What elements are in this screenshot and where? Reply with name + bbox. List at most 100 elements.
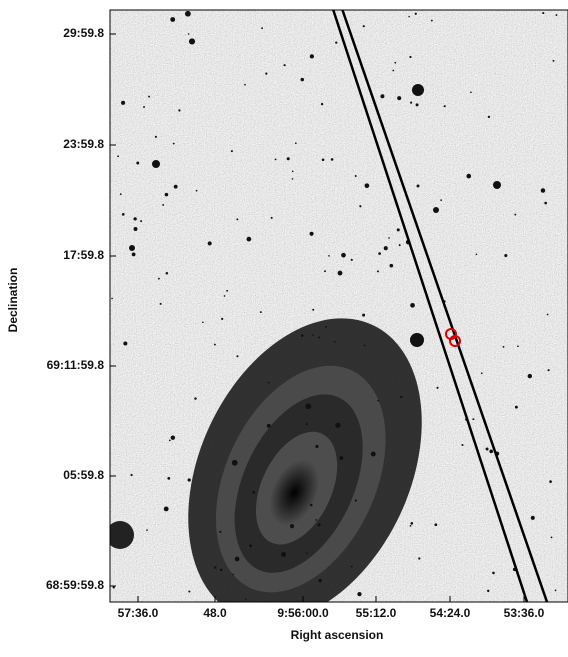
star [162,204,165,206]
star [410,302,415,308]
star [131,252,136,257]
star [376,270,379,273]
bright-star [129,245,135,251]
star [363,344,366,347]
star [267,381,270,384]
star [398,244,401,247]
star [188,38,196,45]
bright-star [152,160,160,168]
star [226,289,229,292]
star [389,263,394,268]
star [318,336,321,339]
star [504,253,508,258]
star [318,578,322,583]
star [370,451,376,457]
sky-image [110,10,568,602]
star [187,478,191,482]
bright-star [412,84,424,96]
star [337,270,343,276]
star [194,397,197,400]
star [341,252,346,258]
star [397,96,402,101]
star [364,183,370,189]
star [136,161,140,165]
star [286,157,290,161]
star [130,473,133,477]
star [291,178,294,180]
star [328,255,330,257]
star [472,418,475,421]
star [234,556,240,562]
star [547,369,550,372]
star [527,373,532,379]
star [517,345,519,348]
star [163,506,169,512]
star [309,54,315,59]
star [443,105,446,108]
star [294,142,297,145]
star [170,435,176,440]
star [214,566,217,569]
star [335,41,338,44]
x-tick-label: 54:24.0 [430,606,471,620]
star [350,565,353,568]
star [362,25,365,28]
star [392,69,395,72]
star [231,459,238,466]
star [270,216,273,219]
star [119,193,122,196]
star [514,213,517,216]
x-tick-label: 9:56:00.0 [277,606,329,620]
star [546,313,549,316]
star [549,480,552,483]
star [502,345,505,348]
star [475,253,478,256]
star [434,523,438,527]
star [555,14,558,16]
star [187,33,190,35]
star [440,199,442,201]
star [335,422,341,428]
star [362,313,366,317]
star [123,341,128,346]
star [223,295,226,297]
star [133,217,137,221]
x-tick-label: 57:36.0 [118,606,159,620]
star [410,522,414,525]
x-axis-label: Right ascension [291,628,384,642]
star [552,59,555,62]
star [221,317,224,320]
star [305,423,308,426]
star [146,529,148,531]
star [489,449,494,454]
star [378,252,381,255]
star [359,205,362,208]
star [487,115,491,119]
star [317,523,321,527]
star [165,271,169,275]
star [244,83,246,86]
x-tick-label: 55:12.0 [356,606,397,620]
star [388,237,390,239]
star [306,552,308,555]
star [357,591,362,597]
star [219,568,223,572]
star [274,158,277,161]
star [530,515,535,520]
star [416,184,420,188]
x-tick-label: 53:36.0 [504,606,545,620]
star [436,386,439,389]
source-marker [449,335,461,347]
star [266,423,271,428]
star [154,135,157,138]
star [202,321,204,324]
star [540,188,546,193]
star [461,443,464,447]
bright-star [493,181,501,189]
star [409,55,412,59]
y-tick-label: 17:59.8 [63,248,104,262]
star [172,142,175,145]
star [514,405,518,409]
star [325,325,327,328]
